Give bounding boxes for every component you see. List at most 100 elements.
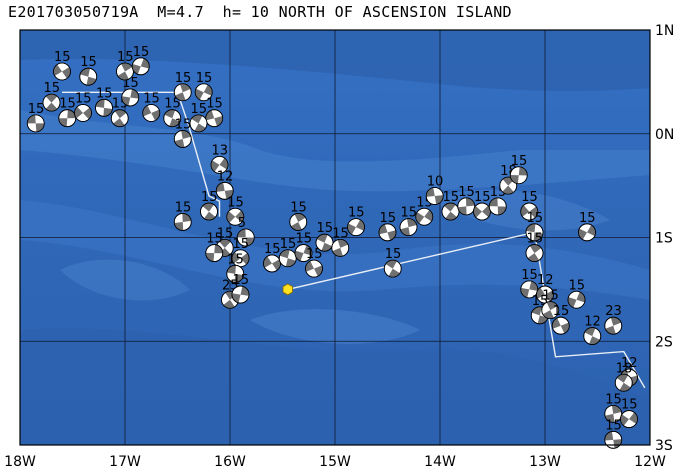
beachball-ring: [457, 197, 476, 216]
depth-label: 15: [164, 97, 181, 112]
beachball-quadrant: [545, 290, 554, 302]
depth-label: 15: [290, 200, 307, 215]
focal-mechanism: 15: [488, 185, 507, 216]
beachball-quadrant: [578, 228, 587, 240]
beachball-quadrant: [235, 210, 244, 223]
beachball-quadrant: [80, 68, 91, 77]
beachball-ring: [499, 176, 518, 195]
beachball-ring: [121, 88, 140, 107]
beachball-quadrant: [103, 107, 113, 117]
beachball-ring: [236, 228, 255, 247]
depth-label: 15: [527, 232, 544, 247]
focal-mechanism: 15: [289, 200, 308, 231]
beachball-quadrant: [202, 203, 214, 212]
beachball-quadrant: [629, 412, 638, 424]
beachball-quadrant: [203, 84, 213, 96]
depth-label: 15: [474, 190, 491, 205]
focal-mechanism: 15: [189, 102, 208, 133]
focal-mechanism: 15: [567, 278, 586, 309]
beachball-quadrant: [473, 205, 482, 218]
beachball-quadrant: [536, 287, 545, 299]
beachball-quadrant: [113, 118, 125, 127]
depth-label: 15: [133, 45, 150, 60]
depth-label: 15: [521, 268, 538, 283]
focal-mechanism: 15: [551, 304, 570, 335]
beachball-ring: [315, 233, 334, 252]
beachball-quadrant: [502, 185, 514, 195]
latitude-label: 3S: [655, 438, 673, 454]
beachball-ring: [74, 104, 92, 122]
beachball-quadrant: [424, 209, 433, 222]
beachball-quadrant: [294, 213, 306, 222]
focal-mechanism: 15: [620, 398, 638, 428]
focal-mechanism: 15: [509, 154, 528, 185]
focal-mechanism: 15: [520, 268, 539, 299]
focal-mechanism: 15: [473, 190, 491, 221]
beachball-quadrant: [314, 265, 323, 277]
beachball-ring: [278, 249, 297, 268]
beachball-quadrant: [489, 197, 498, 207]
longitude-label: 18W: [4, 454, 36, 470]
depth-label: 15: [175, 117, 192, 132]
focal-mechanism: 15: [194, 71, 213, 102]
beachball-quadrant: [529, 281, 538, 291]
depth-label: 15: [296, 232, 313, 247]
focal-mechanism: 15: [457, 185, 476, 216]
beachball-ring: [614, 373, 633, 392]
focal-mechanism: 15: [441, 190, 460, 221]
bathymetry-band: [20, 110, 650, 192]
depth-label: 15: [458, 185, 475, 200]
focal-mechanism: 15: [173, 200, 192, 231]
beachball-quadrant: [510, 174, 519, 184]
beachball-ring: [205, 109, 224, 128]
focal-mechanism: 15: [74, 92, 92, 122]
beachball-ring: [173, 213, 192, 231]
focal-mechanism: 15: [131, 45, 150, 76]
beachball-quadrant: [204, 211, 216, 221]
beachball-quadrant: [223, 299, 235, 309]
beachball-ring: [331, 238, 350, 257]
latitude-label: 1N: [655, 23, 674, 39]
depth-label: 15: [80, 55, 97, 70]
depth-label: 15: [553, 304, 570, 319]
focal-mechanism: 15: [42, 81, 61, 112]
beachball-quadrant: [497, 206, 507, 215]
beachball-quadrant: [385, 260, 397, 269]
depth-label: 15: [605, 418, 622, 433]
focal-mechanism: 15: [525, 211, 544, 242]
focal-mechanism: 15: [95, 86, 113, 117]
focal-mechanism: 15: [121, 76, 140, 107]
beachball-quadrant: [520, 287, 530, 298]
beachball-quadrant: [584, 327, 596, 337]
depth-label: 15: [443, 190, 460, 205]
beachball-quadrant: [426, 187, 435, 197]
longitude-label: 12W: [634, 454, 666, 470]
bathymetry-band: [430, 189, 610, 231]
focal-mechanism: 15: [604, 418, 623, 449]
beachball-ring: [415, 207, 434, 226]
depth-label: 15: [44, 81, 61, 96]
beachball-quadrant: [526, 223, 536, 233]
beachball-quadrant: [232, 293, 241, 303]
depth-label: 15: [348, 206, 365, 221]
focal-mechanism: 18: [614, 361, 633, 392]
focal-mechanism: 5: [236, 216, 255, 247]
beachball-ring: [525, 223, 544, 242]
depth-label: 12: [584, 315, 601, 330]
beachball-ring: [347, 218, 365, 237]
focal-mechanism: 15: [415, 195, 434, 226]
ridge-line: [287, 231, 646, 389]
beachball-ring: [488, 197, 507, 216]
ridge-line: [62, 91, 221, 217]
depth-label: 15: [332, 226, 349, 241]
beachball-quadrant: [174, 221, 184, 231]
beachball-quadrant: [194, 123, 206, 132]
focal-mechanism: 12: [215, 169, 234, 200]
beachball-ring: [378, 223, 397, 242]
beachball-quadrant: [457, 206, 467, 215]
depth-label: 15: [28, 102, 45, 117]
beachball-quadrant: [616, 374, 628, 383]
focal-mechanism: 15: [200, 190, 218, 221]
longitude-label: 13W: [529, 454, 561, 470]
